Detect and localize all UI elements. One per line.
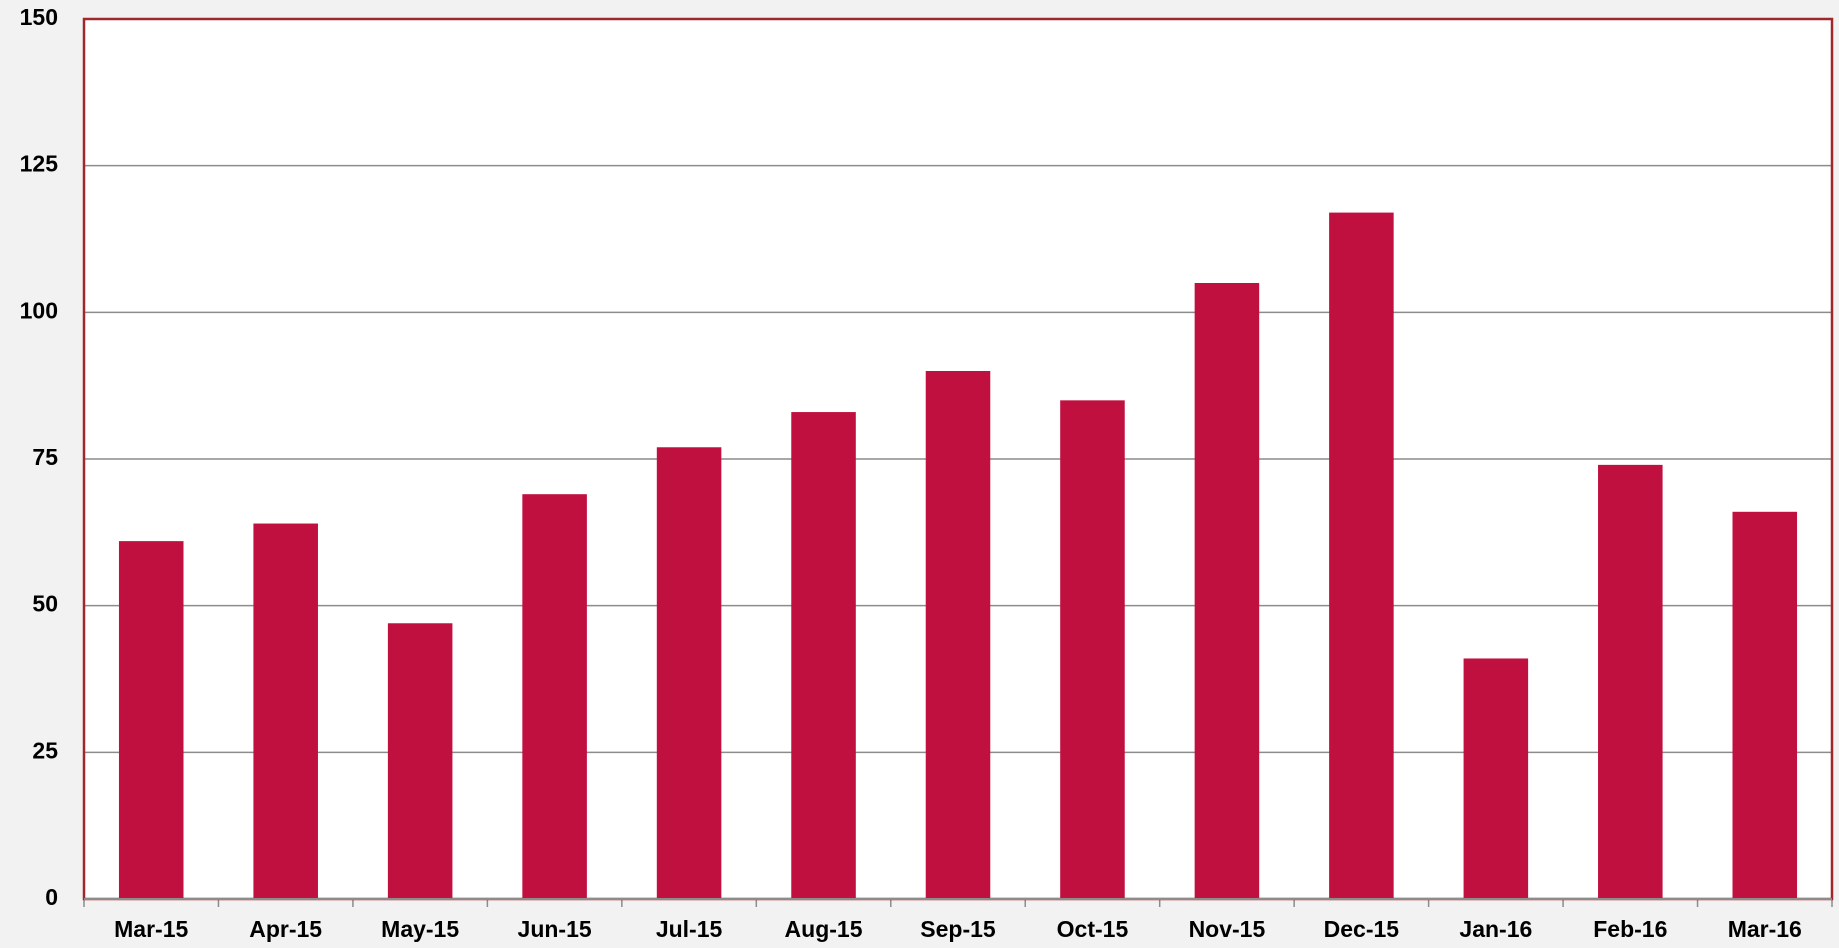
bar	[925, 371, 991, 899]
x-tick-label: May-15	[381, 916, 459, 942]
bar	[656, 447, 722, 899]
x-tick-label: Jan-16	[1459, 916, 1532, 942]
bar	[522, 494, 587, 899]
bar	[791, 412, 856, 899]
y-tick-label: 50	[32, 591, 58, 617]
bar	[1598, 464, 1663, 899]
x-tick-label: Feb-16	[1593, 916, 1667, 942]
bar	[253, 523, 318, 899]
bar	[387, 623, 453, 899]
x-tick-label: Apr-15	[249, 916, 322, 942]
bar	[1463, 658, 1529, 899]
bar	[118, 541, 184, 899]
x-tick-label: Jul-15	[656, 916, 723, 942]
y-tick-label: 100	[20, 297, 58, 323]
x-tick-label: Aug-15	[785, 916, 863, 942]
y-tick-label: 0	[45, 884, 58, 910]
x-tick-label: Oct-15	[1057, 916, 1129, 942]
y-tick-label: 75	[32, 444, 58, 470]
x-tick-label: Dec-15	[1324, 916, 1400, 942]
x-tick-label: Mar-15	[114, 916, 188, 942]
x-tick-label: Nov-15	[1189, 916, 1266, 942]
x-tick-label: Jun-15	[518, 916, 592, 942]
x-tick-label: Sep-15	[920, 916, 996, 942]
y-tick-label: 125	[20, 151, 59, 177]
y-tick-label: 25	[32, 737, 58, 763]
x-tick-label: Mar-16	[1728, 916, 1802, 942]
bar	[1329, 212, 1394, 900]
y-tick-label: 150	[20, 4, 58, 30]
bar	[1194, 283, 1260, 899]
bar	[1732, 511, 1798, 899]
bar	[1060, 400, 1125, 899]
